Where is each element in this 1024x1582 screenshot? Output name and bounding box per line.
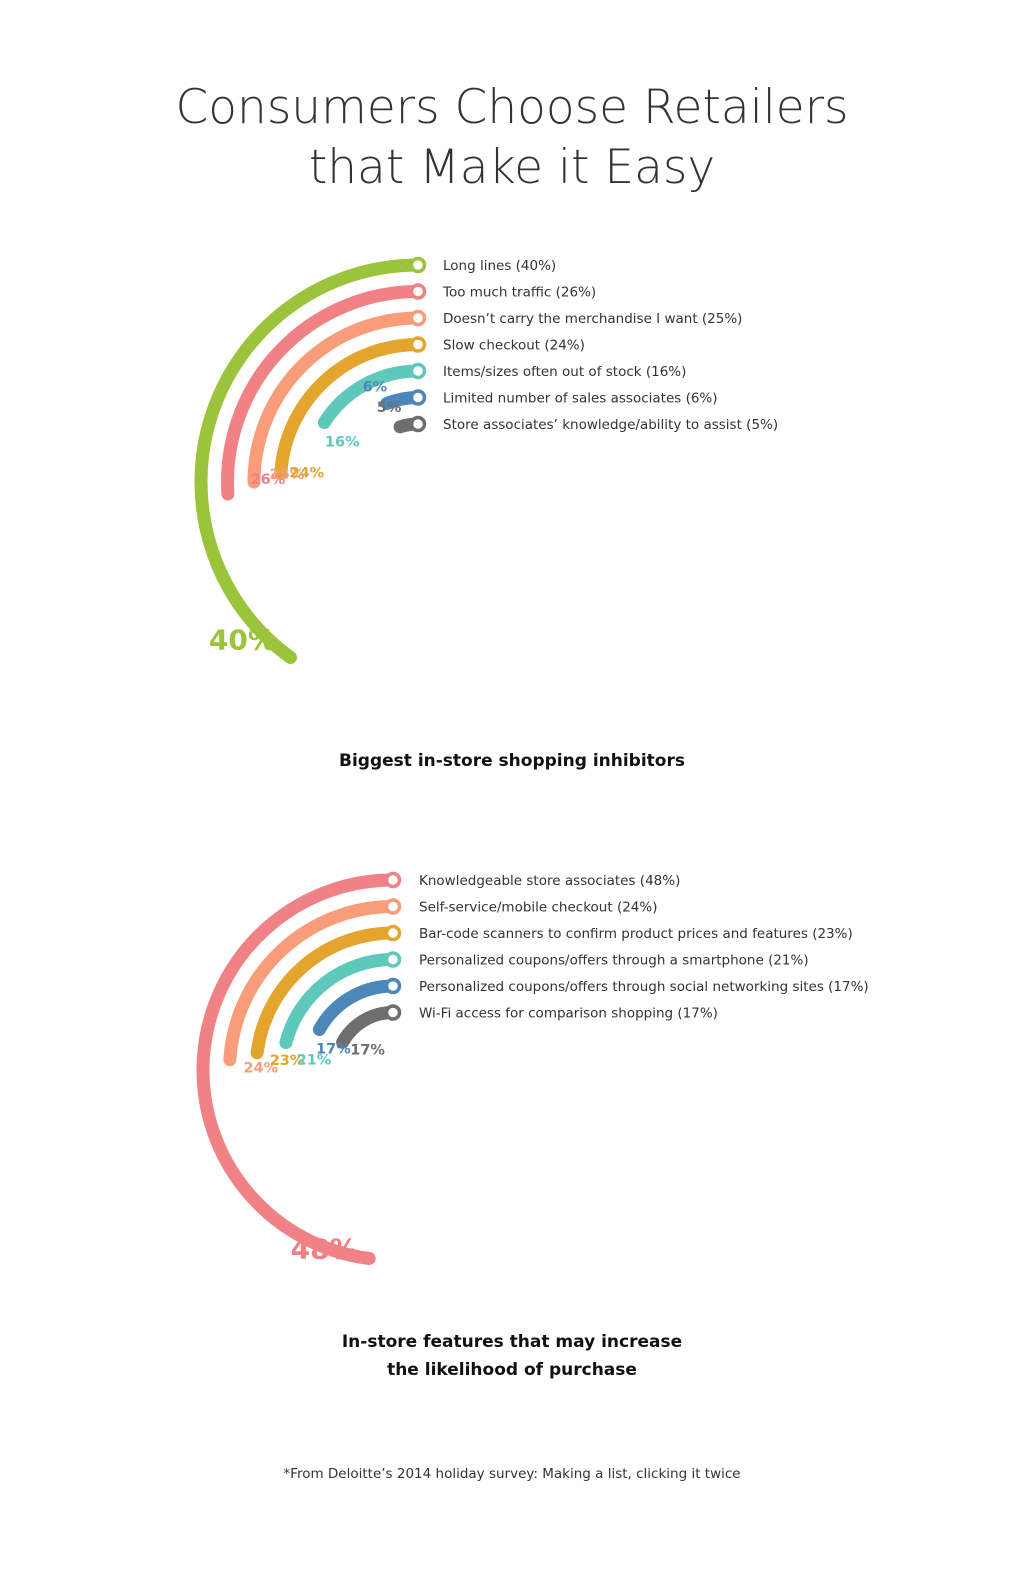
features-chart-caption: In-store features that may increase the …: [0, 1328, 1024, 1384]
inhibitors-marker-limited-number-of-sales-associates: [409, 389, 427, 406]
inhibitors-marker-store-associates-knowledge-ability-to-assist: [409, 415, 427, 433]
features-value-label-wi-fi-access-for-comparison-shopping: 17%: [350, 1042, 385, 1058]
features-legend-knowledgeable-store-associates: Knowledgeable store associates (48%): [419, 873, 680, 889]
inhibitors-legend-doesn-t-carry-the-merchandise-i-want: Doesn’t carry the merchandise I want (25…: [443, 311, 742, 327]
features-arc-personalized-coupons-offers-through-a-smartphone: [279, 953, 400, 1050]
inhibitors-marker-too-much-traffic: [409, 283, 427, 300]
inhibitors-legend-too-much-traffic: Too much traffic (26%): [442, 285, 596, 301]
inhibitors-marker-items-sizes-often-out-of-stock: [409, 362, 427, 380]
inhibitors-value-label-limited-number-of-sales-associates: 6%: [363, 379, 388, 395]
page-title: Consumers Choose Retailers that Make it …: [0, 78, 1024, 198]
features-radial-chart: Knowledgeable store associates (48%) Self…: [196, 871, 869, 1266]
inhibitors-chart-caption-text: Biggest in-store shopping inhibitors: [339, 751, 685, 771]
features-legend-personalized-coupons-offers-through-social-networking-sites: Personalized coupons/offers through soci…: [419, 979, 869, 995]
page-title-line-1: Consumers Choose Retailers: [175, 80, 849, 135]
inhibitors-legend-store-associates-knowledge-ability-to-assist: Store associates’ knowledge/ability to a…: [443, 417, 778, 433]
features-value-label-personalized-coupons-offers-through-a-smartphone: 21%: [297, 1053, 332, 1069]
page-title-line-2: that Make it Easy: [308, 140, 716, 195]
features-value-labels: 48%24%23%21%17% 17%: [243, 1042, 385, 1266]
inhibitors-arc-slow-checkout: [274, 338, 425, 480]
features-marker-bar-code-scanners-to-confirm-product-prices-and-features: [384, 924, 402, 942]
inhibitors-arc-items-sizes-often-out-of-stock: [317, 364, 425, 430]
features-rings: [196, 873, 400, 1265]
features-arc-wi-fi-access-for-comparison-shopping: [336, 1006, 400, 1049]
inhibitors-rings: [194, 258, 425, 665]
features-legend-self-service-mobile-checkout: Self-service/mobile checkout (24%): [419, 900, 657, 916]
source-note: *From Deloitte’s 2014 holiday survey: Ma…: [283, 1466, 741, 1482]
inhibitors-value-label-items-sizes-often-out-of-stock: 16%: [325, 435, 360, 451]
inhibitors-arc-long-lines: [194, 258, 425, 665]
inhibitors-radial-chart: Long lines (40%) Too much traffic (26%) Do…: [194, 256, 778, 665]
features-legend-wi-fi-access-for-comparison-shopping: Wi-Fi access for comparison shopping (17…: [419, 1006, 718, 1022]
inhibitors-value-label-slow-checkout: 24%: [289, 465, 324, 481]
inhibitors-value-label-store-associates-knowledge-ability-to-assist: 5%: [377, 400, 402, 416]
inhibitors-arc-too-much-traffic: [221, 285, 425, 501]
features-marker-personalized-coupons-offers-through-social-networking-sites: [384, 977, 402, 995]
inhibitors-legend-long-lines: Long lines (40%): [443, 258, 556, 274]
inhibitors-marker-slow-checkout: [409, 336, 427, 353]
features-marker-wi-fi-access-for-comparison-shopping: [384, 1004, 402, 1021]
features-value-label-bar-code-scanners-to-confirm-product-prices-and-features: 23%: [270, 1053, 305, 1069]
features-legend-bar-code-scanners-to-confirm-product-prices-and-features: Bar-code scanners to confirm product pri…: [419, 926, 853, 942]
features-chart-caption-line-2: the likelihood of purchase: [387, 1360, 637, 1380]
inhibitors-legend-slow-checkout: Slow checkout (24%): [443, 338, 585, 354]
inhibitors-legend: Long lines (40%) Too much traffic (26%) Do…: [409, 256, 778, 433]
inhibitors-value-label-doesn-t-carry-the-merchandise-i-want: 25%: [270, 467, 305, 483]
features-arc-knowledgeable-store-associates: [196, 873, 400, 1265]
inhibitors-value-label-too-much-traffic: 26%: [251, 472, 286, 488]
features-arc-self-service-mobile-checkout: [223, 900, 400, 1067]
features-legend: Knowledgeable store associates (48%) Self…: [384, 871, 869, 1022]
inhibitors-value-label-long-lines: 40%: [209, 624, 276, 657]
features-arc-bar-code-scanners-to-confirm-product-prices-and-features: [250, 926, 400, 1060]
features-value-label-self-service-mobile-checkout: 24%: [243, 1061, 278, 1077]
features-value-label-knowledgeable-store-associates: 48%: [291, 1233, 358, 1266]
inhibitors-chart-caption: Biggest in-store shopping inhibitors: [0, 747, 1024, 775]
features-chart-caption-line-1: In-store features that may increase: [341, 1332, 683, 1352]
features-marker-knowledgeable-store-associates: [384, 871, 402, 889]
inhibitors-arc-doesn-t-carry-the-merchandise-i-want: [247, 311, 425, 489]
inhibitors-legend-limited-number-of-sales-associates: Limited number of sales associates (6%): [443, 391, 718, 407]
features-marker-personalized-coupons-offers-through-a-smartphone: [384, 951, 402, 968]
inhibitors-legend-items-sizes-often-out-of-stock: Items/sizes often out of stock (16%): [443, 364, 686, 380]
features-legend-personalized-coupons-offers-through-a-smartphone: Personalized coupons/offers through a sm…: [419, 953, 809, 969]
features-arc-personalized-coupons-offers-through-social-networking-sites: [312, 979, 400, 1037]
inhibitors-value-labels: 40% 26%25%24%16% 6% 5%: [209, 379, 402, 656]
inhibitors-marker-doesn-t-carry-the-merchandise-i-want: [409, 309, 427, 327]
features-value-label-personalized-coupons-offers-through-social-networking-sites: 17%: [316, 1042, 351, 1058]
inhibitors-marker-long-lines: [409, 256, 427, 274]
features-marker-self-service-mobile-checkout: [384, 898, 402, 915]
